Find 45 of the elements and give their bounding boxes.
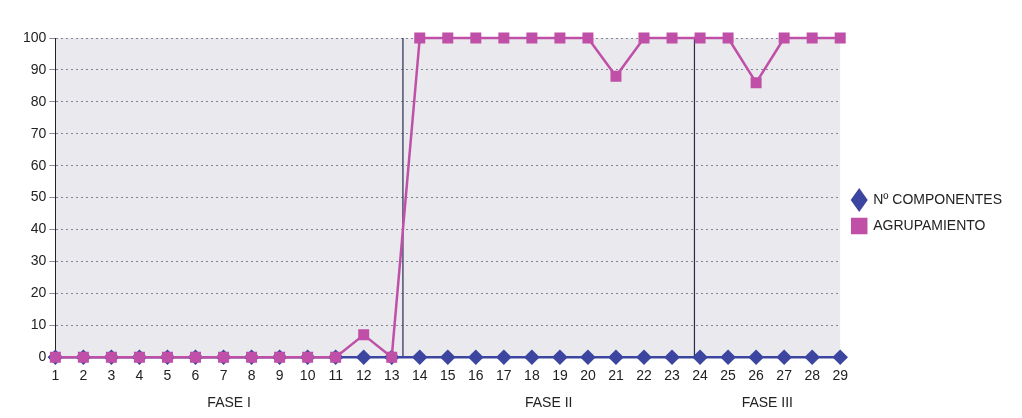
text: FASE III	[741, 394, 794, 411]
x-tick-label: 15	[440, 367, 456, 384]
x-tick-label: 20	[580, 367, 596, 384]
x-tick-label: 14	[411, 367, 428, 384]
x-tick-label: 24	[692, 367, 709, 384]
x-tick-label: 21	[608, 367, 624, 384]
x-tick-label: 5	[163, 367, 172, 384]
x-tick-label: 9	[275, 367, 284, 384]
x-tick-label: 2	[79, 367, 88, 384]
y-tick-label: 70	[30, 124, 47, 141]
x-tick-label: 1	[51, 367, 60, 384]
x-tick-label: 10	[299, 367, 316, 384]
y-tick-label: 20	[30, 284, 47, 301]
x-tick-label: 25	[720, 367, 737, 384]
x-tick-label: 28	[804, 367, 821, 384]
x-tick-label: 16	[468, 367, 484, 384]
y-tick-label: 10	[30, 316, 47, 333]
x-tick-label: 22	[636, 367, 652, 384]
y-tick-label: 80	[30, 92, 47, 109]
x-tick-label: 3	[107, 367, 116, 384]
x-tick-label: 23	[664, 367, 681, 384]
x-tick-label: 13	[383, 367, 400, 384]
y-tick-label: 40	[30, 220, 47, 237]
x-tick-label: 7	[219, 367, 228, 384]
y-tick-label: 100	[23, 28, 47, 45]
x-tick-label: 12	[355, 367, 372, 384]
legend-label: AGRUPAMIENTO	[873, 216, 986, 233]
x-tick-label: 8	[247, 367, 256, 384]
x-tick-label: 18	[524, 367, 540, 384]
y-tick-label: 90	[30, 60, 47, 77]
x-tick-label: 29	[832, 367, 849, 384]
x-tick-label: 27	[776, 367, 793, 384]
x-tick-label: 11	[328, 367, 344, 384]
x-tick-label: 6	[191, 367, 200, 384]
legend-label: Nº COMPONENTES	[873, 190, 1003, 207]
x-tick-label: 19	[552, 367, 568, 384]
y-tick-label: 50	[30, 188, 47, 205]
x-tick-label: 17	[496, 367, 512, 384]
x-tick-label: 26	[748, 367, 765, 384]
y-tick-label: 30	[30, 252, 47, 269]
y-tick-label: 60	[30, 156, 47, 173]
text: FASE I	[207, 394, 251, 411]
x-tick-label: 4	[135, 367, 144, 384]
y-tick-label: 0	[38, 348, 47, 365]
text: FASE II	[524, 394, 573, 411]
